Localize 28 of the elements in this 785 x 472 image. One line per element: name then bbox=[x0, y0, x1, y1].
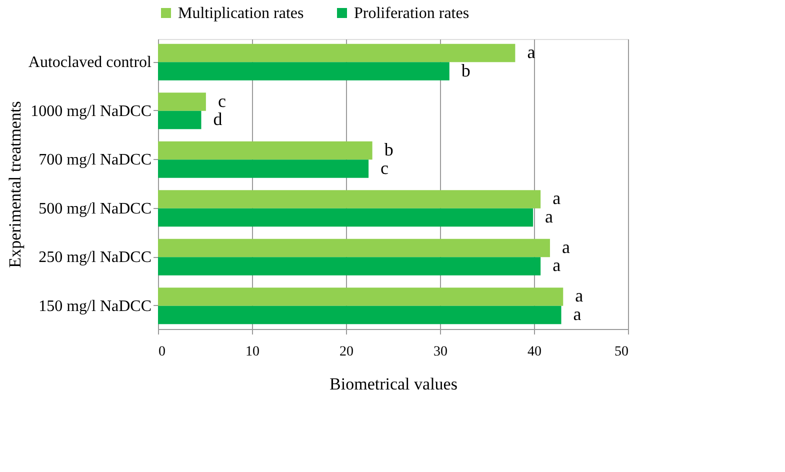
x-tick-label: 50 bbox=[614, 344, 628, 360]
y-axis-title: Experimental treatments bbox=[5, 101, 24, 268]
annotation: a bbox=[545, 206, 554, 227]
y-tick-label: Autoclaved control bbox=[28, 54, 152, 72]
annotation: b bbox=[461, 60, 470, 80]
x-tick-label: 0 bbox=[158, 344, 166, 360]
annotation: d bbox=[213, 109, 222, 130]
annotation: c bbox=[218, 90, 226, 111]
legend-label: Proliferation rates bbox=[354, 5, 470, 22]
annotation: a bbox=[552, 188, 561, 208]
annotation: a bbox=[575, 286, 584, 306]
annotation: a bbox=[573, 304, 582, 324]
y-tick-label: 1000 mg/l NaDCC bbox=[30, 102, 152, 120]
annotation: b bbox=[384, 139, 394, 160]
x-axis-title: Biometrical values bbox=[330, 374, 458, 394]
y-tick-label: 500 mg/l NaDCC bbox=[38, 200, 152, 218]
x-tick-label: 10 bbox=[246, 344, 260, 360]
x-tick-label: 40 bbox=[528, 344, 542, 360]
annotation: a bbox=[527, 42, 536, 62]
y-tick-label: 700 mg/l NaDCC bbox=[38, 152, 152, 169]
annotation: a bbox=[562, 236, 570, 257]
x-tick-label: 30 bbox=[434, 344, 448, 360]
y-tick-label: 150 mg/l NaDCC bbox=[38, 298, 152, 315]
annotation: c bbox=[380, 158, 389, 178]
annotation: a bbox=[552, 255, 561, 276]
legend-label: Multiplication rates bbox=[178, 5, 304, 22]
y-tick-label: 250 mg/l NaDCC bbox=[38, 249, 152, 266]
x-tick-label: 20 bbox=[340, 344, 354, 360]
